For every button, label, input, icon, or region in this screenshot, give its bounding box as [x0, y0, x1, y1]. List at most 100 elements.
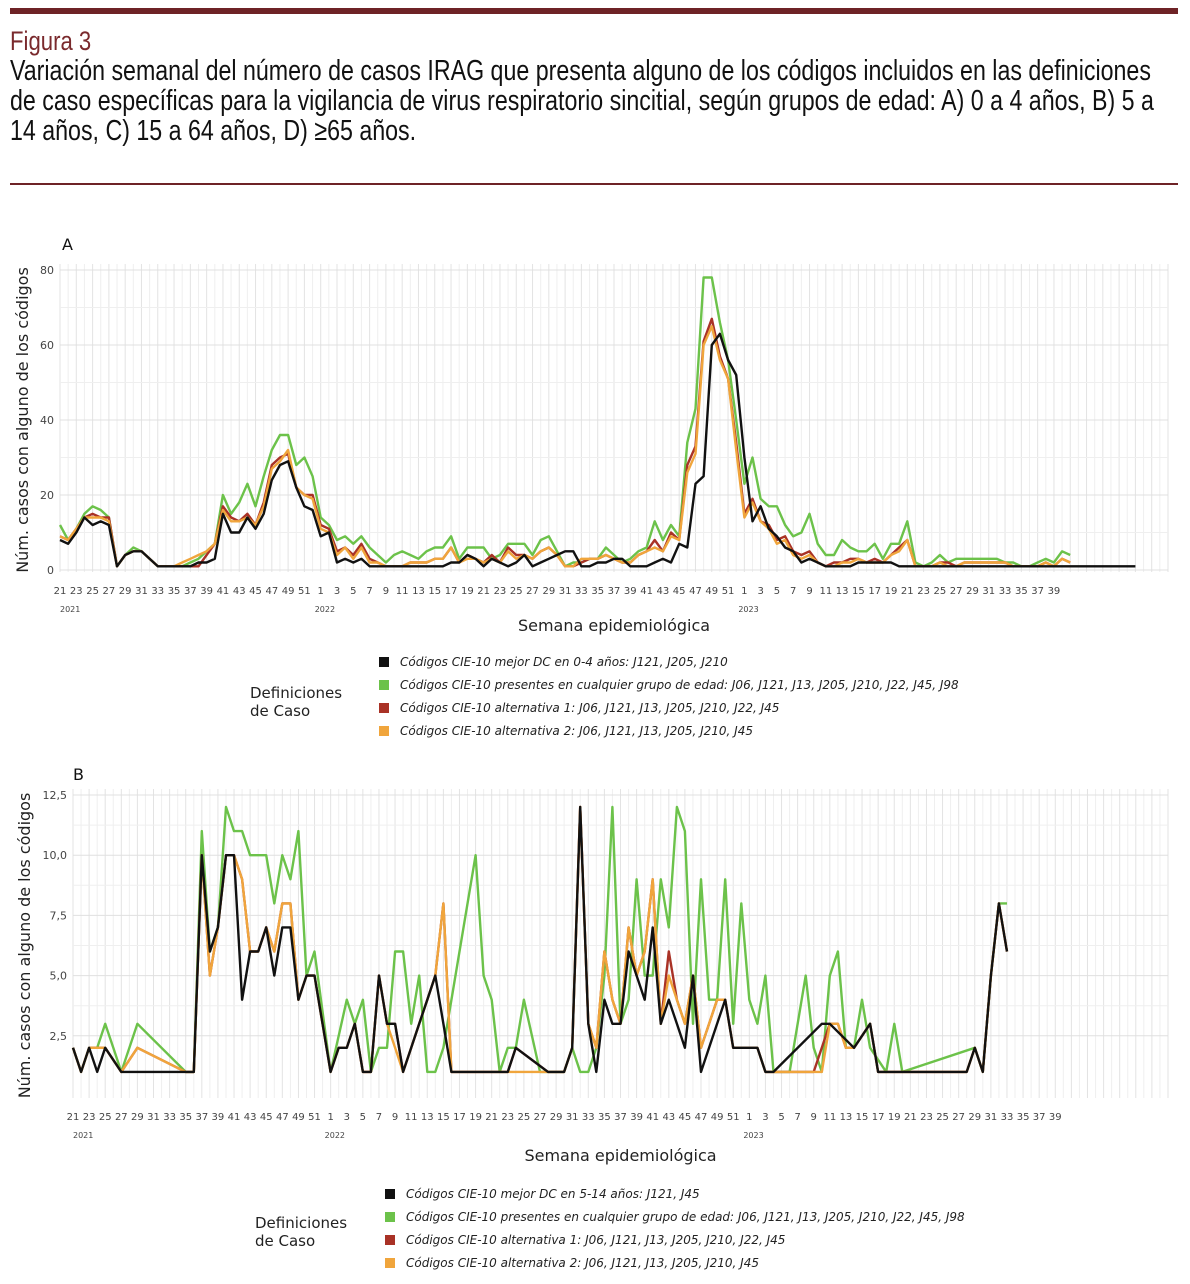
- x-tick-label: 3: [344, 1112, 350, 1123]
- x-tick-label: 3: [334, 586, 340, 597]
- x-tick-label: 25: [86, 586, 99, 597]
- x-tick-label: 19: [885, 586, 898, 597]
- x-tick-label: 15: [856, 1112, 869, 1123]
- x-tick-label: 7: [366, 586, 372, 597]
- x-tick-label: 3: [762, 1112, 768, 1123]
- x-tick-label: 23: [917, 586, 930, 597]
- x-tick-label: 5: [360, 1112, 366, 1123]
- x-tick-label: 37: [608, 586, 621, 597]
- y-tick-label: 7,5: [50, 909, 68, 922]
- x-tick-label: 49: [282, 586, 295, 597]
- legend-title: Definiciones: [255, 1214, 347, 1232]
- x-tick-label: 33: [1001, 1112, 1014, 1123]
- x-tick-label: 29: [542, 586, 555, 597]
- legend-title: Definiciones: [250, 684, 342, 702]
- x-tick-label: 1: [746, 1112, 752, 1123]
- x-tick-label: 27: [534, 1112, 547, 1123]
- series-line-orange: [59, 325, 1071, 568]
- x-tick-label: 25: [99, 1112, 112, 1123]
- x-tick-label: 5: [774, 586, 780, 597]
- legend-swatch-orange: [379, 726, 389, 736]
- x-tick-label: 39: [200, 586, 213, 597]
- x-tick-label: 17: [868, 586, 881, 597]
- x-tick-label: 23: [83, 1112, 96, 1123]
- x-tick-label: 33: [151, 586, 164, 597]
- x-tick-label: 37: [614, 1112, 627, 1123]
- x-tick-label: 13: [421, 1112, 434, 1123]
- x-tick-label: 25: [936, 1112, 949, 1123]
- x-tick-label: 15: [852, 586, 865, 597]
- legend-swatch-orange: [385, 1258, 395, 1268]
- separator-rule: [10, 183, 1178, 185]
- x-tick-label: 3: [757, 586, 763, 597]
- x-tick-label: 13: [840, 1112, 853, 1123]
- x-tick-label: 7: [794, 1112, 800, 1123]
- legend-label: Códigos CIE-10 alternativa 2: J06, J121,…: [400, 724, 753, 738]
- legend-label: Códigos CIE-10 alternativa 2: J06, J121,…: [406, 1256, 759, 1270]
- x-tick-label: 25: [934, 586, 947, 597]
- x-tick-label: 39: [624, 586, 637, 597]
- gridlines: [59, 264, 1169, 572]
- x-tick-label: 25: [518, 1112, 531, 1123]
- x-tick-label: 7: [376, 1112, 382, 1123]
- x-tick-label: 29: [119, 586, 132, 597]
- series-line-black: [71, 805, 1009, 1074]
- x-tick-label: 23: [70, 586, 83, 597]
- legend-label: Códigos CIE-10 alternativa 1: J06, J121,…: [406, 1233, 785, 1247]
- x-tick-label: 35: [168, 586, 181, 597]
- x-tick-label: 5: [778, 1112, 784, 1123]
- x-tick-label: 43: [233, 586, 246, 597]
- y-tick-label: 10,0: [43, 849, 68, 862]
- x-tick-label: 43: [662, 1112, 675, 1123]
- x-year-label: 2022: [315, 605, 335, 614]
- x-tick-label: 39: [630, 1112, 643, 1123]
- x-tick-label: 27: [526, 586, 539, 597]
- legend-label: Códigos CIE-10 presentes en cualquier gr…: [400, 678, 959, 692]
- x-tick-label: 1: [318, 586, 324, 597]
- x-tick-label: 31: [566, 1112, 579, 1123]
- legend-title: de Caso: [250, 702, 310, 720]
- x-tick-label: 29: [131, 1112, 144, 1123]
- x-tick-label: 29: [966, 586, 979, 597]
- x-tick-label: 51: [298, 586, 311, 597]
- series-line-green: [71, 805, 1007, 1074]
- y-tick-label: 60: [40, 339, 54, 352]
- y-tick-label: 40: [40, 414, 54, 427]
- x-tick-label: 49: [705, 586, 718, 597]
- x-tick-label: 31: [147, 1112, 160, 1123]
- x-tick-label: 19: [469, 1112, 482, 1123]
- figure-label: Figura 3: [10, 26, 92, 56]
- x-tick-label: 35: [591, 586, 604, 597]
- legend-swatch-green: [379, 680, 389, 690]
- x-tick-label: 47: [265, 586, 278, 597]
- x-axis-title: Semana epidemiológica: [518, 616, 710, 635]
- x-tick-label: 37: [195, 1112, 208, 1123]
- x-tick-label: 27: [950, 586, 963, 597]
- y-tick-label: 5,0: [50, 970, 68, 983]
- x-tick-label: 23: [494, 586, 507, 597]
- x-tick-label: 31: [135, 586, 148, 597]
- x-tick-label: 17: [872, 1112, 885, 1123]
- x-tick-label: 11: [396, 586, 409, 597]
- figure-title: Variación semanal del número de casos IR…: [10, 55, 1154, 147]
- x-tick-label: 9: [383, 586, 389, 597]
- x-tick-label: 37: [1031, 586, 1044, 597]
- x-tick-label: 37: [184, 586, 197, 597]
- x-tick-label: 11: [819, 586, 832, 597]
- x-tick-label: 35: [1017, 1112, 1030, 1123]
- x-tick-label: 29: [968, 1112, 981, 1123]
- legend-label: Códigos CIE-10 presentes en cualquier gr…: [406, 1210, 965, 1224]
- x-tick-label: 15: [437, 1112, 450, 1123]
- x-tick-label: 17: [445, 586, 458, 597]
- y-tick-label: 0: [47, 564, 54, 577]
- x-year-label: 2023: [743, 1131, 763, 1140]
- x-tick-label: 27: [103, 586, 116, 597]
- x-tick-label: 17: [453, 1112, 466, 1123]
- x-tick-label: 19: [888, 1112, 901, 1123]
- x-year-label: 2022: [325, 1131, 345, 1140]
- top-rule: [10, 8, 1178, 14]
- x-tick-label: 47: [276, 1112, 289, 1123]
- x-tick-label: 21: [54, 586, 67, 597]
- x-tick-label: 45: [249, 586, 262, 597]
- x-tick-label: 33: [999, 586, 1012, 597]
